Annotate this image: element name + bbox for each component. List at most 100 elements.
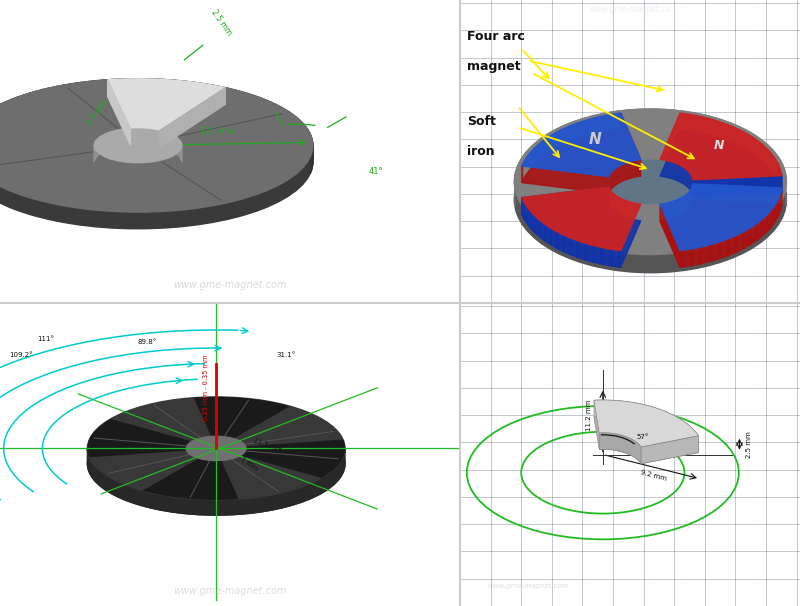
Polygon shape (110, 132, 113, 148)
Polygon shape (271, 102, 276, 121)
Text: 57°: 57° (637, 435, 649, 441)
Polygon shape (6, 99, 12, 118)
Polygon shape (103, 134, 106, 152)
Polygon shape (12, 97, 18, 116)
Text: 2.5 mm: 2.5 mm (210, 8, 234, 38)
Polygon shape (749, 227, 751, 245)
Polygon shape (774, 204, 776, 222)
Polygon shape (159, 79, 167, 96)
Text: 2.5 mm: 2.5 mm (746, 431, 752, 458)
Polygon shape (102, 79, 110, 97)
Polygon shape (1, 102, 6, 121)
Text: 4.5 mm: 4.5 mm (86, 98, 110, 127)
Polygon shape (550, 227, 552, 245)
Polygon shape (135, 79, 143, 96)
Text: 31.1°: 31.1° (276, 351, 295, 358)
Polygon shape (254, 96, 260, 115)
Polygon shape (97, 139, 98, 156)
Text: www.gme-magnet.co: www.gme-magnet.co (590, 5, 670, 14)
Polygon shape (544, 224, 546, 242)
Polygon shape (79, 82, 87, 99)
Polygon shape (248, 93, 254, 112)
Polygon shape (95, 80, 102, 98)
Polygon shape (175, 136, 177, 154)
Ellipse shape (514, 127, 786, 273)
Polygon shape (556, 231, 558, 249)
Polygon shape (118, 79, 127, 96)
Polygon shape (221, 87, 228, 105)
Polygon shape (761, 219, 763, 237)
Polygon shape (766, 214, 768, 232)
Polygon shape (206, 84, 214, 102)
Polygon shape (87, 81, 95, 98)
Polygon shape (294, 115, 297, 135)
Polygon shape (133, 128, 136, 145)
Text: 0.25 mm - 0.35 mm: 0.25 mm - 0.35 mm (203, 355, 210, 421)
Polygon shape (570, 238, 572, 255)
Ellipse shape (87, 412, 345, 515)
Polygon shape (734, 235, 737, 253)
Polygon shape (0, 104, 1, 123)
Polygon shape (755, 223, 758, 241)
Polygon shape (130, 128, 133, 145)
Polygon shape (660, 204, 680, 267)
Polygon shape (175, 81, 183, 98)
Polygon shape (621, 113, 641, 176)
Text: 11.3 mm: 11.3 mm (253, 438, 283, 453)
Text: Four arc: Four arc (466, 30, 525, 43)
Polygon shape (140, 128, 143, 145)
Polygon shape (690, 248, 693, 266)
Polygon shape (178, 139, 179, 156)
Polygon shape (660, 184, 782, 250)
Polygon shape (234, 90, 242, 108)
Text: www.gme-magnet.com: www.gme-magnet.com (487, 583, 569, 589)
Polygon shape (43, 88, 50, 106)
Polygon shape (126, 128, 130, 145)
Polygon shape (594, 400, 698, 447)
Polygon shape (241, 439, 345, 478)
Polygon shape (113, 130, 116, 148)
Polygon shape (106, 133, 108, 151)
Polygon shape (183, 81, 191, 99)
Polygon shape (308, 130, 310, 149)
Polygon shape (311, 151, 312, 171)
Polygon shape (95, 140, 97, 158)
Polygon shape (110, 79, 118, 96)
Polygon shape (18, 95, 23, 114)
Polygon shape (194, 397, 290, 439)
Text: magnet: magnet (466, 60, 521, 73)
Polygon shape (522, 204, 641, 267)
Polygon shape (107, 78, 226, 131)
Polygon shape (286, 110, 290, 129)
Polygon shape (276, 105, 281, 124)
Ellipse shape (186, 436, 246, 461)
Polygon shape (290, 112, 294, 132)
Text: 111°: 111° (37, 336, 54, 342)
Polygon shape (166, 132, 168, 150)
Polygon shape (514, 109, 786, 206)
Ellipse shape (610, 160, 691, 204)
Polygon shape (539, 220, 541, 238)
Polygon shape (179, 140, 181, 158)
Polygon shape (310, 154, 311, 174)
Text: 1 mm: 1 mm (239, 456, 258, 471)
Polygon shape (143, 128, 146, 145)
Polygon shape (562, 235, 565, 252)
Polygon shape (36, 90, 43, 108)
Polygon shape (98, 138, 99, 155)
Text: www.gme-magnet.com: www.gme-magnet.com (174, 586, 286, 596)
Text: 109.2°: 109.2° (10, 351, 33, 358)
Polygon shape (660, 130, 782, 196)
Polygon shape (101, 135, 103, 153)
Polygon shape (170, 134, 173, 152)
Polygon shape (522, 130, 641, 193)
Polygon shape (116, 130, 119, 147)
Text: 11.2 mm: 11.2 mm (586, 399, 592, 431)
Polygon shape (718, 242, 721, 259)
Polygon shape (163, 132, 166, 148)
Polygon shape (30, 92, 36, 110)
Polygon shape (154, 129, 157, 147)
Polygon shape (151, 79, 159, 96)
Polygon shape (214, 85, 221, 104)
Polygon shape (585, 243, 587, 261)
